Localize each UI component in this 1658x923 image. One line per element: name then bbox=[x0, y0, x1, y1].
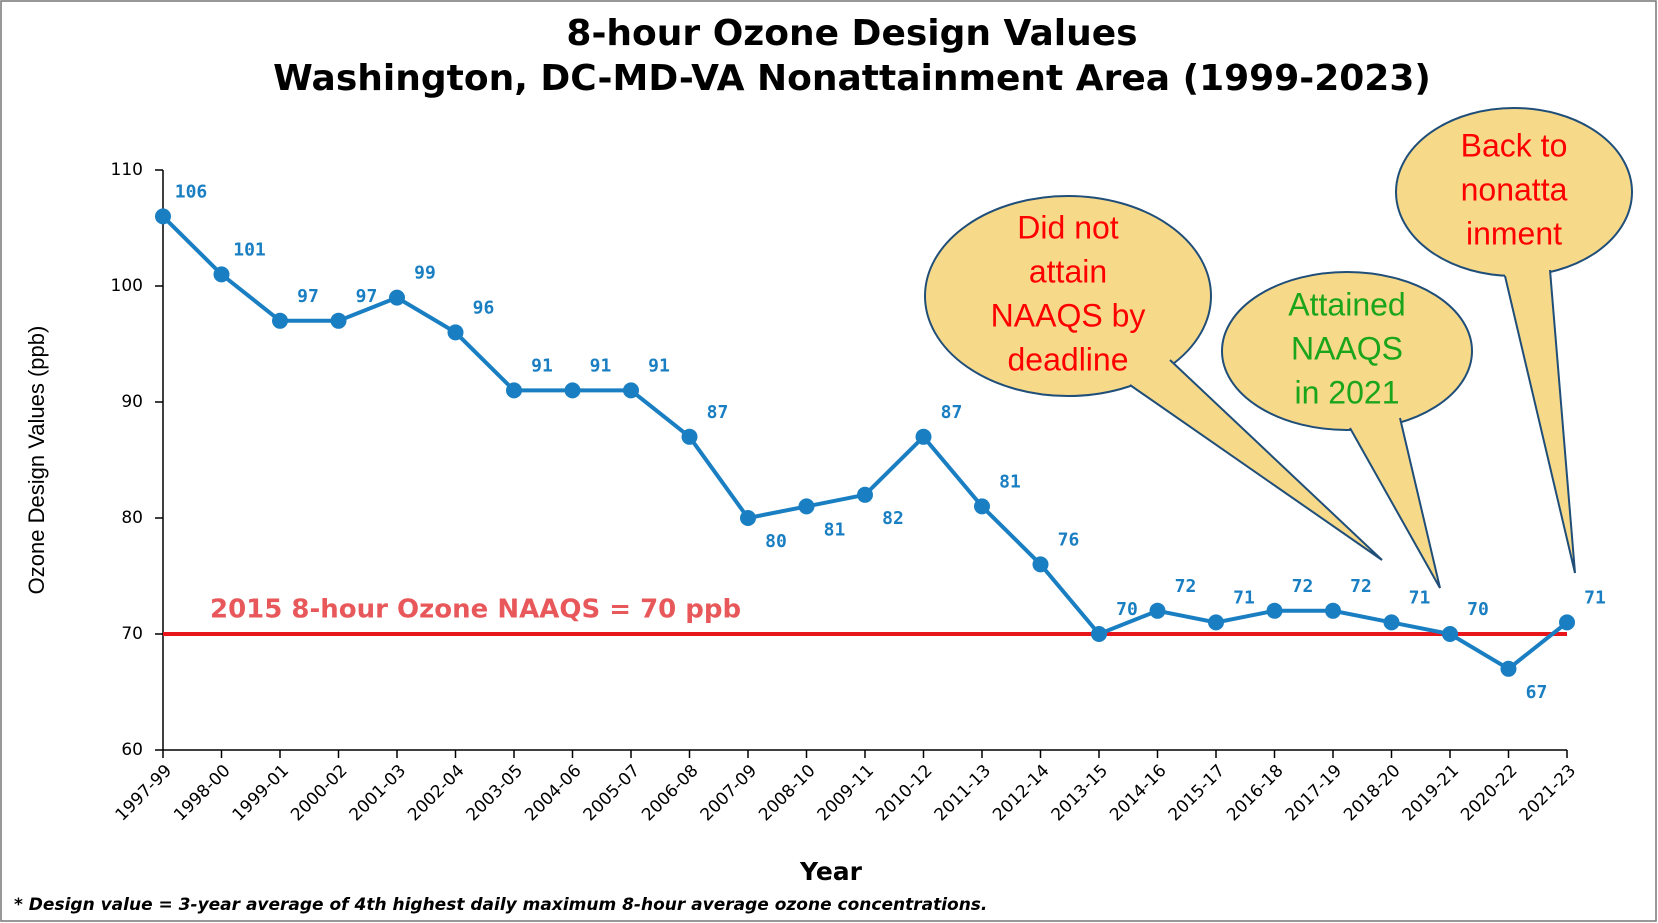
data-point bbox=[1032, 556, 1049, 573]
data-point bbox=[1208, 614, 1224, 631]
data-point bbox=[564, 382, 581, 399]
data-label: 71 bbox=[1584, 587, 1606, 608]
data-point bbox=[506, 382, 522, 399]
y-tick-label: 110 bbox=[111, 160, 143, 180]
data-label: 96 bbox=[473, 297, 495, 318]
y-tick-label: 90 bbox=[121, 392, 143, 412]
callout-tail-edge bbox=[1504, 269, 1576, 574]
data-point bbox=[798, 498, 815, 515]
chart-title: Washington, DC-MD-VA Nonattainment Area … bbox=[273, 58, 1431, 99]
data-label: 87 bbox=[941, 402, 963, 423]
y-tick-label: 100 bbox=[111, 276, 143, 296]
callout-text: Attained bbox=[1288, 286, 1405, 322]
data-label: 91 bbox=[590, 355, 612, 376]
footnote: * Design value = 3-year average of 4th h… bbox=[14, 895, 987, 915]
data-label: 72 bbox=[1350, 576, 1372, 597]
callout-text: attain bbox=[1029, 253, 1107, 289]
data-label: 81 bbox=[999, 471, 1021, 492]
data-label: 70 bbox=[1116, 599, 1138, 620]
data-label: 99 bbox=[414, 263, 436, 284]
y-axis-label: Ozone Design Values (ppb) bbox=[24, 326, 49, 595]
data-point bbox=[330, 312, 347, 329]
callout-tail-edge bbox=[1129, 359, 1383, 561]
x-axis-label: Year bbox=[799, 857, 863, 886]
y-tick-label: 70 bbox=[121, 624, 143, 644]
data-label: 71 bbox=[1409, 587, 1431, 608]
data-point bbox=[213, 266, 230, 283]
callout-text: Back to bbox=[1461, 127, 1568, 163]
data-point bbox=[1149, 602, 1166, 619]
data-point bbox=[1266, 602, 1283, 619]
data-label: 87 bbox=[707, 402, 729, 423]
data-point bbox=[623, 382, 639, 399]
callout-text: deadline bbox=[1008, 341, 1129, 377]
callout-tail bbox=[1505, 192, 1575, 573]
callout-text: NAAQS bbox=[1291, 330, 1403, 366]
data-point bbox=[447, 324, 464, 341]
data-point bbox=[740, 510, 756, 526]
data-point bbox=[857, 486, 873, 503]
y-tick-label: 80 bbox=[121, 508, 143, 528]
data-label: 82 bbox=[882, 508, 904, 529]
data-label: 80 bbox=[765, 531, 787, 552]
callout-text: Did not bbox=[1017, 209, 1119, 245]
callout-tail-edge bbox=[1349, 417, 1441, 589]
data-label: 71 bbox=[1233, 587, 1255, 608]
data-point bbox=[1091, 626, 1107, 642]
callout-text: inment bbox=[1466, 215, 1562, 251]
data-label: 76 bbox=[1058, 529, 1080, 550]
data-label: 101 bbox=[233, 239, 266, 260]
data-point bbox=[1383, 614, 1400, 631]
data-label: 70 bbox=[1467, 599, 1489, 620]
data-point bbox=[272, 312, 288, 329]
data-label: 72 bbox=[1175, 576, 1197, 597]
chart-title: 8-hour Ozone Design Values bbox=[566, 13, 1137, 54]
data-point bbox=[1442, 626, 1458, 642]
data-label: 91 bbox=[648, 355, 670, 376]
data-point bbox=[974, 498, 990, 515]
data-point bbox=[155, 208, 171, 225]
reference-label: 2015 8-hour Ozone NAAQS = 70 ppb bbox=[210, 595, 741, 625]
data-point bbox=[1500, 660, 1517, 677]
data-point bbox=[389, 289, 405, 306]
data-label: 97 bbox=[297, 286, 319, 307]
callout-text: nonatta bbox=[1461, 171, 1568, 207]
callout-text: NAAQS by bbox=[991, 297, 1146, 333]
data-label: 97 bbox=[356, 286, 378, 307]
data-point bbox=[915, 428, 932, 445]
callout-tail bbox=[1068, 296, 1382, 560]
data-label: 67 bbox=[1526, 682, 1548, 703]
data-point bbox=[681, 428, 698, 445]
callout-text: in 2021 bbox=[1295, 374, 1400, 410]
y-tick-label: 60 bbox=[121, 740, 143, 760]
data-label: 91 bbox=[531, 355, 553, 376]
data-label: 72 bbox=[1292, 576, 1314, 597]
data-label: 81 bbox=[824, 519, 846, 540]
callout-tail bbox=[1347, 351, 1440, 588]
data-point bbox=[1559, 614, 1575, 631]
data-label: 106 bbox=[175, 181, 208, 202]
data-point bbox=[1325, 602, 1341, 619]
